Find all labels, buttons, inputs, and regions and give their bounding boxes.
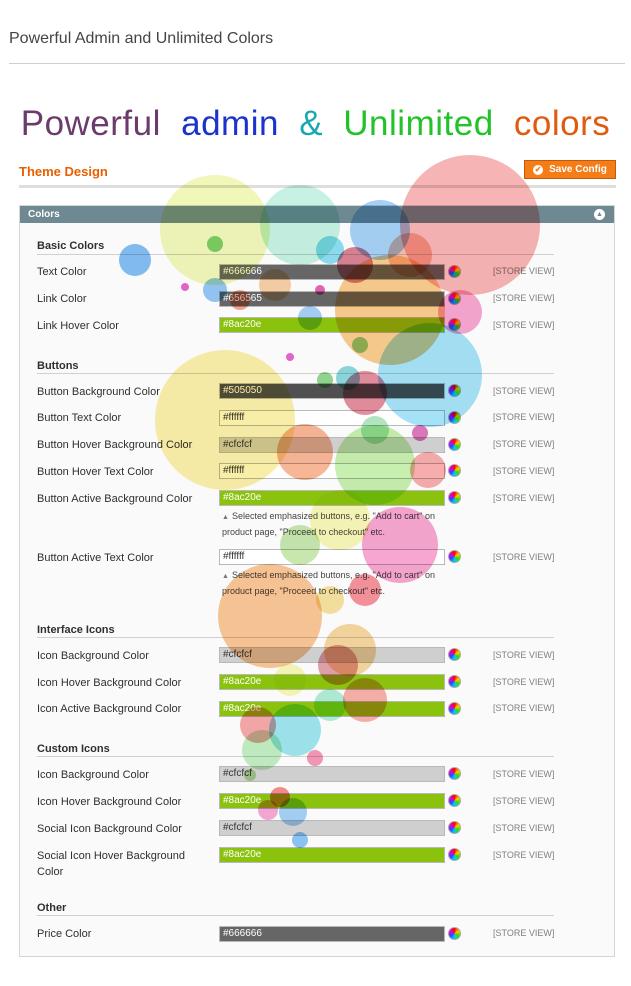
- button-active-text-input[interactable]: #ffffff: [219, 549, 445, 565]
- field-label: Social Icon Hover Background Color: [37, 850, 185, 878]
- field-note: ▲ Selected emphasized buttons, e.g. "Add …: [222, 570, 435, 596]
- group-divider: [37, 637, 554, 638]
- color-picker-icon[interactable]: [448, 491, 461, 504]
- field-label: Button Hover Text Color: [37, 466, 154, 478]
- link-hover-color-input[interactable]: #8ac20e: [219, 317, 445, 333]
- field-label: Link Hover Color: [37, 320, 119, 332]
- price-color-input[interactable]: #666666: [219, 926, 445, 942]
- title-divider: [19, 185, 616, 188]
- button-active-bg-input[interactable]: #8ac20e: [219, 490, 445, 506]
- field-label: Text Color: [37, 266, 87, 278]
- color-picker-icon[interactable]: [448, 767, 461, 780]
- color-picker-icon[interactable]: [448, 702, 461, 715]
- social-icon-bg-input[interactable]: #cfcfcf: [219, 820, 445, 836]
- store-view-scope: [STORE VIEW]: [493, 850, 555, 860]
- group-buttons: Buttons: [37, 360, 79, 372]
- page-heading: Powerful Admin and Unlimited Colors: [9, 30, 274, 47]
- color-picker-icon[interactable]: [448, 675, 461, 688]
- color-picker-icon[interactable]: [448, 464, 461, 477]
- banner: Powerful admin & Unlimited colors: [0, 102, 631, 146]
- section-title: Theme Design: [19, 164, 108, 179]
- store-view-scope: [STORE VIEW]: [493, 552, 555, 562]
- field-label: Button Active Text Color: [37, 552, 154, 564]
- store-view-scope: [STORE VIEW]: [493, 386, 555, 396]
- save-config-label: Save Config: [549, 164, 607, 175]
- note-arrow-icon: ▲: [222, 514, 229, 521]
- note-arrow-icon: ▲: [222, 573, 229, 580]
- color-picker-icon[interactable]: [448, 848, 461, 861]
- color-picker-icon[interactable]: [448, 794, 461, 807]
- store-view-scope: [STORE VIEW]: [493, 769, 555, 779]
- field-note: ▲ Selected emphasized buttons, e.g. "Add …: [222, 511, 435, 537]
- store-view-scope: [STORE VIEW]: [493, 320, 555, 330]
- field-label: Button Active Background Color: [37, 493, 193, 505]
- icon-bg-input[interactable]: #cfcfcf: [219, 647, 445, 663]
- field-label: Icon Background Color: [37, 650, 149, 662]
- field-label: Price Color: [37, 928, 92, 940]
- color-picker-icon[interactable]: [448, 648, 461, 661]
- group-divider: [37, 254, 554, 255]
- group-divider: [37, 373, 554, 374]
- banner-word-2: admin: [181, 104, 279, 143]
- collapse-icon[interactable]: ▲: [594, 209, 605, 220]
- field-label: Icon Hover Background Color: [37, 677, 182, 689]
- group-divider: [37, 756, 554, 757]
- check-circle-icon: ✔: [533, 164, 544, 175]
- group-interface-icons: Interface Icons: [37, 624, 115, 636]
- group-divider: [37, 915, 554, 916]
- field-label: Button Hover Background Color: [37, 439, 193, 451]
- banner-word-1: Powerful: [20, 104, 161, 143]
- save-config-button[interactable]: ✔ Save Config: [524, 160, 616, 179]
- color-picker-icon[interactable]: [448, 292, 461, 305]
- button-hover-text-input[interactable]: #ffffff: [219, 463, 445, 479]
- color-picker-icon[interactable]: [448, 821, 461, 834]
- store-view-scope: [STORE VIEW]: [493, 293, 555, 303]
- store-view-scope: [STORE VIEW]: [493, 439, 555, 449]
- banner-word-3: &: [299, 104, 324, 143]
- text-color-input[interactable]: #666666: [219, 264, 445, 280]
- fieldset-title: Colors: [28, 209, 60, 220]
- fieldset-header[interactable]: Colors ▲: [20, 206, 614, 223]
- field-label: Icon Background Color: [37, 769, 149, 781]
- group-other: Other: [37, 902, 67, 914]
- social-icon-hover-bg-input[interactable]: #8ac20e: [219, 847, 445, 863]
- button-hover-bg-input[interactable]: #cfcfcf: [219, 437, 445, 453]
- field-label: Link Color: [37, 293, 87, 305]
- group-custom-icons: Custom Icons: [37, 743, 110, 755]
- store-view-scope: [STORE VIEW]: [493, 412, 555, 422]
- banner-word-5: colors: [513, 104, 611, 143]
- group-basic-colors: Basic Colors: [37, 240, 105, 252]
- color-picker-icon[interactable]: [448, 438, 461, 451]
- store-view-scope: [STORE VIEW]: [493, 823, 555, 833]
- field-label: Social Icon Background Color: [37, 823, 182, 835]
- color-picker-icon[interactable]: [448, 318, 461, 331]
- button-text-input[interactable]: #ffffff: [219, 410, 445, 426]
- store-view-scope: [STORE VIEW]: [493, 796, 555, 806]
- banner-word-4: Unlimited: [343, 104, 494, 143]
- store-view-scope: [STORE VIEW]: [493, 928, 555, 938]
- icon-hover-bg-input[interactable]: #8ac20e: [219, 674, 445, 690]
- button-bg-input[interactable]: #505050: [219, 383, 445, 399]
- field-label: Icon Active Background Color: [37, 703, 182, 715]
- store-view-scope: [STORE VIEW]: [493, 493, 555, 503]
- store-view-scope: [STORE VIEW]: [493, 466, 555, 476]
- link-color-input[interactable]: #656565: [219, 291, 445, 307]
- heading-divider: [9, 63, 625, 64]
- store-view-scope: [STORE VIEW]: [493, 266, 555, 276]
- color-picker-icon[interactable]: [448, 265, 461, 278]
- color-picker-icon[interactable]: [448, 384, 461, 397]
- store-view-scope: [STORE VIEW]: [493, 650, 555, 660]
- field-label: Button Background Color: [37, 386, 160, 398]
- field-label: Icon Hover Background Color: [37, 796, 182, 808]
- color-picker-icon[interactable]: [448, 550, 461, 563]
- icon-active-bg-input[interactable]: #8ac20e: [219, 701, 445, 717]
- field-label: Button Text Color: [37, 412, 122, 424]
- custom-icon-hover-bg-input[interactable]: #8ac20e: [219, 793, 445, 809]
- store-view-scope: [STORE VIEW]: [493, 677, 555, 687]
- color-picker-icon[interactable]: [448, 411, 461, 424]
- store-view-scope: [STORE VIEW]: [493, 703, 555, 713]
- custom-icon-bg-input[interactable]: #cfcfcf: [219, 766, 445, 782]
- color-picker-icon[interactable]: [448, 927, 461, 940]
